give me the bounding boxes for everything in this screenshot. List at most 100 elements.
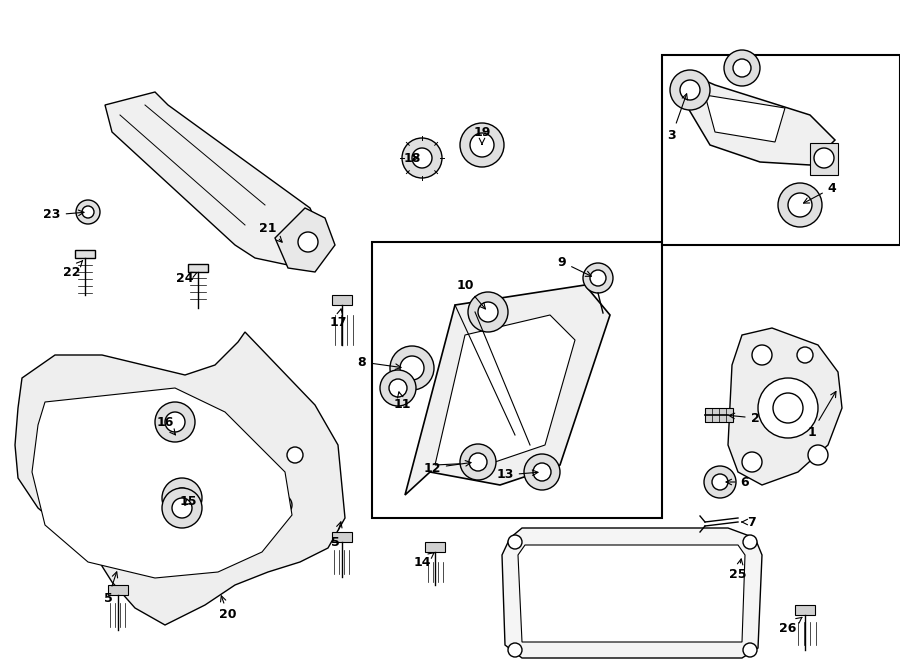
Circle shape	[704, 466, 736, 498]
Circle shape	[524, 454, 560, 490]
Text: 14: 14	[413, 553, 434, 568]
Text: 10: 10	[456, 278, 485, 309]
Bar	[425, 542, 445, 552]
Circle shape	[63, 413, 87, 437]
Circle shape	[172, 488, 192, 508]
Circle shape	[105, 405, 125, 425]
Circle shape	[82, 206, 94, 218]
Polygon shape	[105, 92, 322, 265]
Bar	[795, 605, 815, 615]
Circle shape	[460, 123, 504, 167]
Text: 19: 19	[473, 126, 491, 144]
Text: 22: 22	[63, 260, 83, 278]
Polygon shape	[728, 328, 842, 485]
Circle shape	[508, 643, 522, 657]
Text: 17: 17	[329, 309, 346, 329]
Circle shape	[412, 148, 432, 168]
Circle shape	[583, 263, 613, 293]
Circle shape	[76, 200, 100, 224]
Bar	[108, 585, 128, 595]
Circle shape	[758, 378, 818, 438]
Bar	[810, 143, 838, 175]
Text: 16: 16	[157, 416, 176, 435]
Circle shape	[147, 400, 163, 416]
Bar	[188, 264, 208, 272]
Polygon shape	[405, 285, 610, 495]
Circle shape	[380, 370, 416, 406]
Circle shape	[90, 525, 110, 545]
Circle shape	[205, 545, 225, 565]
Text: 20: 20	[220, 596, 237, 621]
Bar	[75, 250, 95, 258]
Text: 11: 11	[393, 392, 410, 412]
Polygon shape	[705, 95, 785, 142]
Circle shape	[162, 478, 202, 518]
Circle shape	[469, 453, 487, 471]
Circle shape	[247, 527, 263, 543]
Bar	[662, 55, 900, 245]
Text: 18: 18	[403, 151, 420, 165]
Circle shape	[670, 70, 710, 110]
Circle shape	[680, 80, 700, 100]
Polygon shape	[518, 545, 745, 642]
Circle shape	[162, 488, 202, 528]
Text: 24: 24	[176, 272, 197, 284]
Circle shape	[468, 292, 508, 332]
Text: 13: 13	[496, 469, 538, 481]
Circle shape	[743, 535, 757, 549]
Circle shape	[172, 498, 192, 518]
Polygon shape	[685, 72, 835, 165]
Text: 1: 1	[807, 391, 836, 438]
Circle shape	[402, 138, 442, 178]
Polygon shape	[15, 332, 345, 625]
Bar	[332, 532, 352, 542]
Polygon shape	[435, 315, 575, 465]
Circle shape	[460, 444, 496, 480]
Text: 7: 7	[742, 516, 756, 529]
Text: 6: 6	[726, 475, 750, 488]
Circle shape	[478, 302, 498, 322]
Polygon shape	[275, 208, 335, 272]
Text: 9: 9	[558, 256, 591, 276]
Text: 5: 5	[330, 522, 342, 549]
Bar	[332, 295, 352, 305]
Text: 3: 3	[668, 94, 688, 141]
Circle shape	[808, 445, 828, 465]
Circle shape	[155, 402, 195, 442]
Circle shape	[742, 452, 762, 472]
Text: 5: 5	[104, 572, 118, 605]
Circle shape	[400, 356, 424, 380]
Circle shape	[724, 50, 760, 86]
Circle shape	[733, 59, 751, 77]
Circle shape	[53, 493, 77, 517]
Circle shape	[390, 346, 434, 390]
Circle shape	[389, 379, 407, 397]
Circle shape	[712, 474, 728, 490]
Circle shape	[778, 183, 822, 227]
Circle shape	[165, 412, 185, 432]
Circle shape	[298, 232, 318, 252]
Circle shape	[145, 545, 165, 565]
Circle shape	[814, 148, 834, 168]
Bar	[372, 242, 662, 518]
Circle shape	[788, 193, 812, 217]
Text: 26: 26	[779, 617, 802, 635]
Text: 8: 8	[357, 356, 401, 369]
Circle shape	[797, 347, 813, 363]
Text: 23: 23	[43, 208, 84, 221]
Text: 25: 25	[729, 559, 747, 582]
Text: 15: 15	[179, 496, 197, 508]
Polygon shape	[502, 528, 762, 658]
Text: 2: 2	[729, 412, 760, 424]
Polygon shape	[32, 388, 292, 578]
Circle shape	[272, 495, 292, 515]
Circle shape	[287, 447, 303, 463]
Text: 21: 21	[259, 221, 283, 242]
Circle shape	[533, 463, 551, 481]
Circle shape	[470, 133, 494, 157]
Text: 12: 12	[423, 461, 471, 475]
Circle shape	[743, 643, 757, 657]
Circle shape	[752, 345, 772, 365]
Circle shape	[773, 393, 803, 423]
Text: 4: 4	[804, 182, 836, 203]
